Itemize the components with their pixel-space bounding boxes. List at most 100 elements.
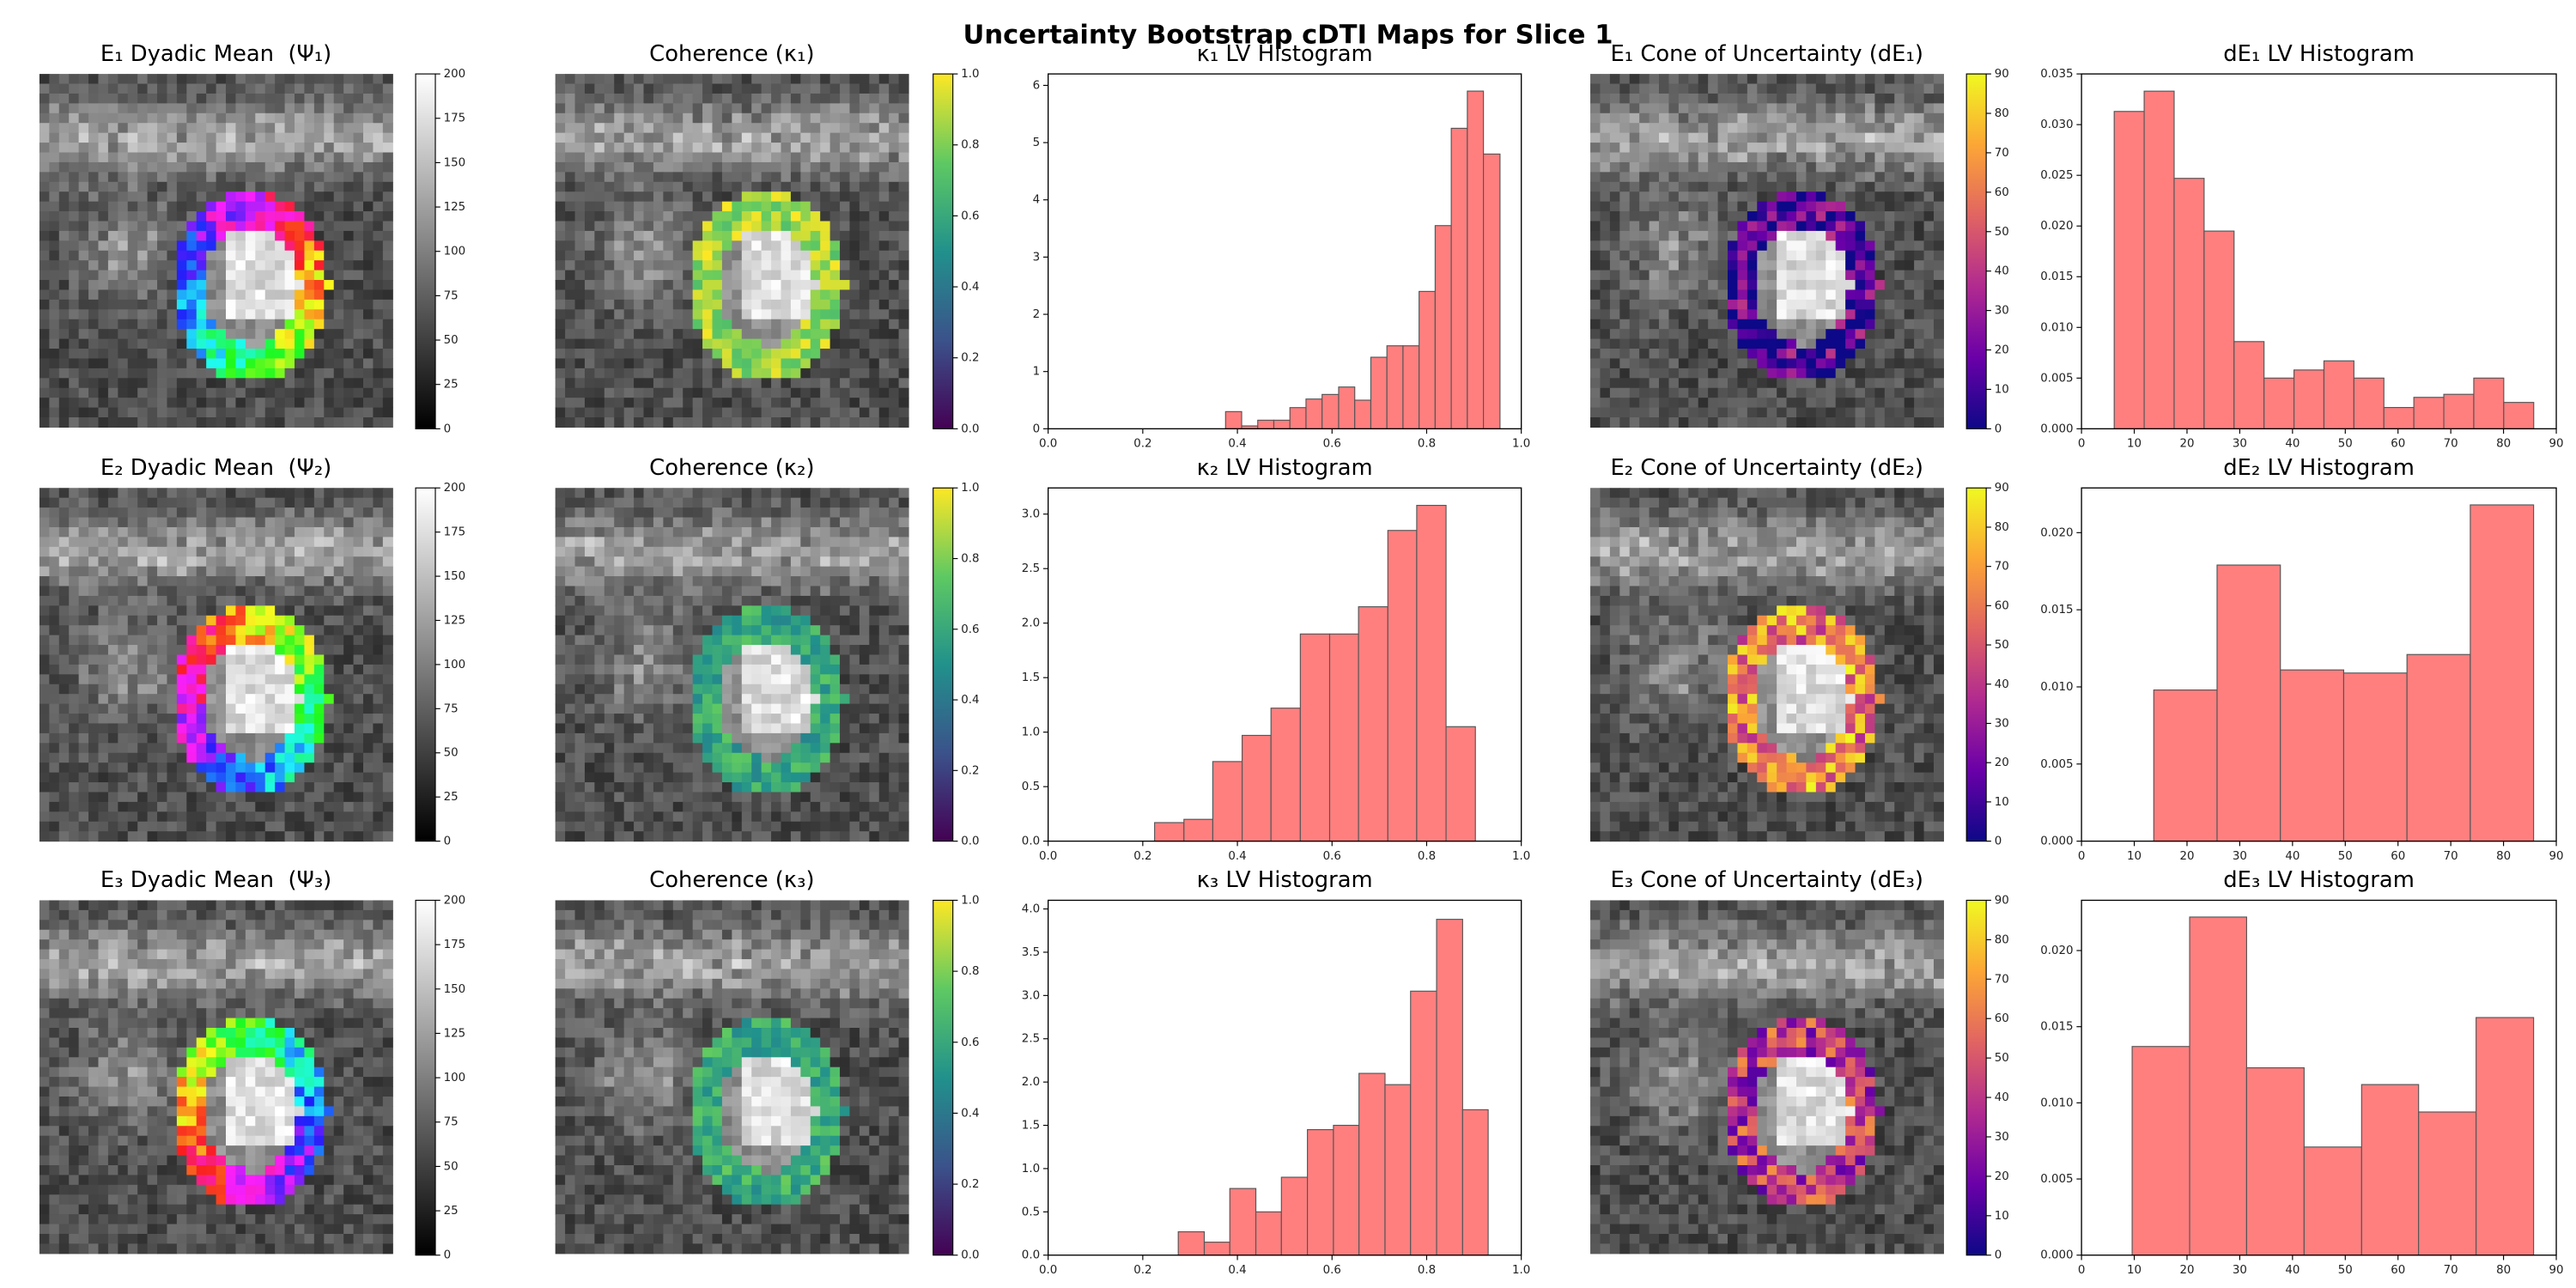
pixel — [1728, 319, 1739, 330]
pixel — [206, 132, 217, 143]
pixel — [39, 172, 50, 183]
pixel — [1688, 83, 1699, 94]
pixel — [761, 132, 772, 143]
pixel — [1923, 152, 1935, 163]
pixel — [555, 240, 566, 252]
pixel — [1806, 74, 1817, 85]
pixel — [1864, 161, 1875, 173]
pixel — [741, 201, 752, 212]
pixel — [692, 143, 703, 154]
pixel — [69, 152, 80, 163]
pixel — [88, 358, 100, 369]
pixel — [88, 714, 100, 725]
pixel — [683, 74, 694, 85]
pixel — [216, 398, 227, 409]
pixel — [1845, 74, 1856, 85]
pixel — [849, 299, 860, 310]
pixel — [898, 387, 909, 398]
pixel — [196, 201, 207, 212]
y-tick-label: 4 — [1033, 194, 1041, 207]
colorbar-tick-label: 10 — [1995, 383, 2009, 396]
pixel — [1609, 93, 1620, 104]
pixel — [264, 407, 276, 418]
pixel — [829, 93, 841, 104]
pixel — [869, 201, 880, 212]
pixel — [382, 723, 393, 734]
pixel — [226, 319, 237, 330]
pixel — [859, 74, 870, 85]
pixel — [196, 152, 207, 163]
pixel — [78, 191, 89, 203]
pixel — [58, 181, 70, 192]
pixel — [1698, 172, 1709, 183]
pixel — [790, 299, 801, 310]
pixel — [49, 488, 60, 499]
pixel — [1845, 83, 1856, 94]
pixel — [1904, 250, 1915, 261]
pixel — [1855, 417, 1866, 428]
pixel — [245, 289, 256, 301]
pixel — [226, 299, 237, 310]
pixel — [304, 270, 315, 281]
pixel — [216, 319, 227, 330]
pixel — [127, 250, 138, 261]
pixel — [1845, 191, 1856, 203]
pixel — [313, 683, 325, 695]
pixel — [555, 172, 566, 183]
pixel — [721, 280, 732, 291]
pixel — [1923, 123, 1935, 134]
pixel — [226, 349, 237, 360]
pixel — [898, 240, 909, 252]
pixel — [692, 368, 703, 379]
pixel — [878, 132, 890, 143]
pixel — [889, 74, 900, 85]
pixel — [702, 112, 714, 124]
pixel — [771, 221, 782, 232]
pixel — [295, 270, 306, 281]
pixel — [304, 240, 315, 252]
pixel — [157, 329, 168, 340]
pixel — [88, 417, 100, 428]
pixel — [663, 280, 674, 291]
pixel — [859, 319, 870, 330]
pixel — [1737, 338, 1748, 349]
pixel — [245, 378, 256, 389]
pixel — [604, 221, 615, 232]
pixel — [565, 83, 576, 94]
pixel — [235, 398, 246, 409]
pixel — [353, 517, 364, 528]
pixel — [1806, 398, 1817, 409]
pixel — [840, 172, 851, 183]
pixel — [565, 270, 576, 281]
pixel — [1737, 83, 1748, 94]
pixel — [1815, 172, 1826, 183]
pixel — [373, 723, 384, 734]
pixel — [333, 240, 344, 252]
hist-bar — [1273, 419, 1291, 429]
pixel — [284, 201, 295, 212]
pixel — [634, 181, 645, 192]
pixel — [1600, 398, 1611, 409]
pixel — [1629, 338, 1640, 349]
pixel — [264, 112, 276, 124]
pixel — [353, 664, 364, 675]
pixel — [176, 645, 187, 656]
pixel — [216, 358, 227, 369]
pixel — [196, 398, 207, 409]
pixel — [869, 123, 880, 134]
pixel — [1717, 309, 1728, 320]
pixel — [176, 201, 187, 212]
x-tick-label: 0.4 — [1228, 438, 1246, 451]
pixel — [1923, 368, 1935, 379]
pixel — [1649, 152, 1660, 163]
pixel — [264, 387, 276, 398]
pixel — [869, 260, 880, 271]
pixel — [362, 143, 374, 154]
pixel — [741, 319, 752, 330]
pixel — [157, 586, 168, 597]
pixel — [235, 329, 246, 340]
pixel — [324, 566, 335, 577]
pixel — [216, 349, 227, 360]
